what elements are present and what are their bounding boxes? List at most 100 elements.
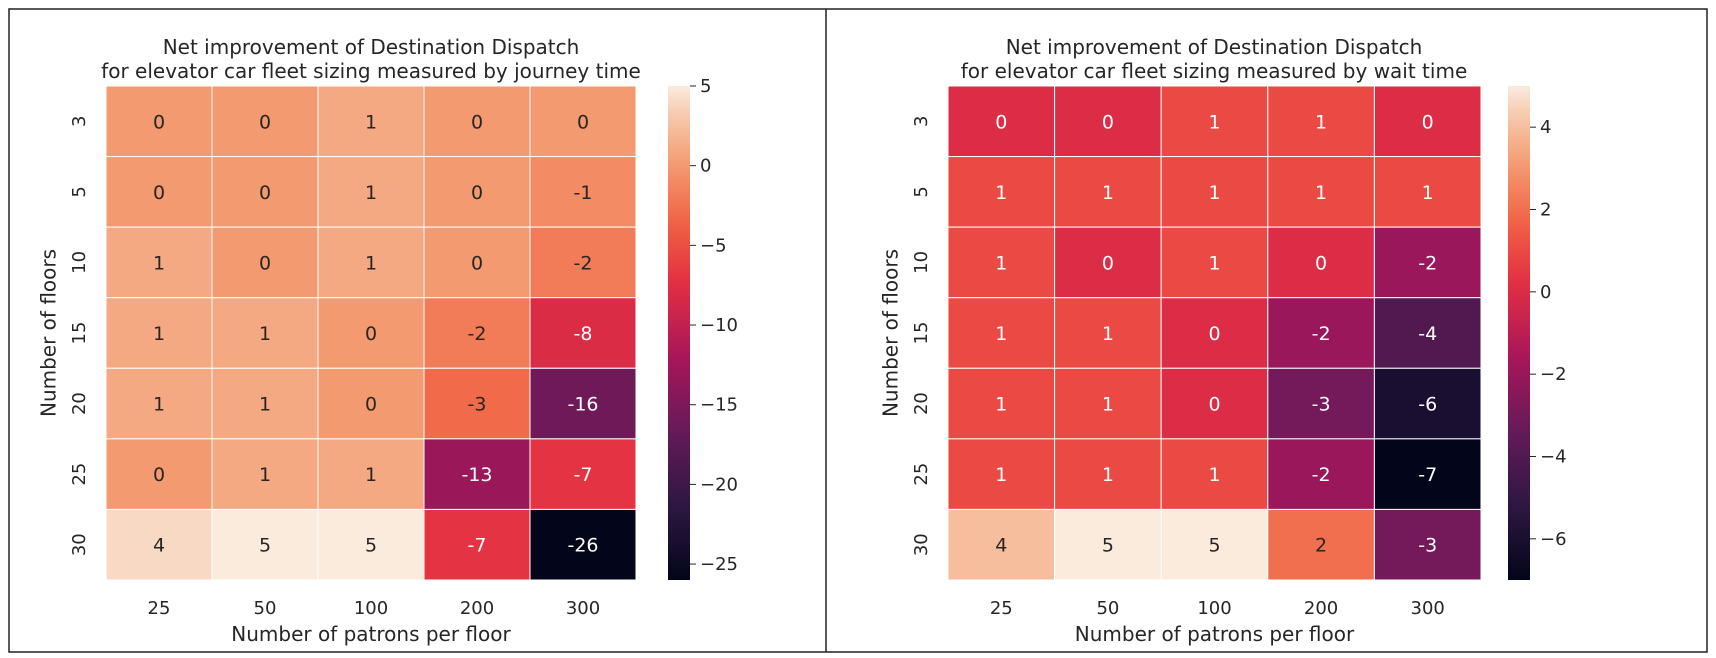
- cell-value-label: 0: [1208, 394, 1220, 416]
- x-tick-label: 200: [460, 598, 494, 619]
- y-tick-label: 5: [69, 186, 90, 197]
- cell-value-label: -2: [468, 323, 487, 345]
- y-tick-label: 25: [69, 463, 90, 486]
- heatmap-cell: [1054, 508, 1162, 581]
- cell-value-label: -7: [1418, 464, 1437, 486]
- cell-value-label: -13: [461, 464, 492, 486]
- cell-value-label: 1: [153, 394, 165, 416]
- heatmap-panel-wait-time: Net improvement of Destination Dispatchf…: [879, 35, 1567, 646]
- y-tick-label: 5: [911, 186, 932, 197]
- cell-value-label: -7: [574, 464, 593, 486]
- heatmap-cell: [423, 508, 531, 581]
- cell-value-label: 0: [365, 394, 377, 416]
- cell-value-label: 0: [259, 252, 271, 274]
- heatmap-cell: [211, 156, 319, 228]
- x-tick-label: 50: [1096, 598, 1119, 619]
- heatmap-cell: [1373, 508, 1482, 581]
- heatmap-cell: [1054, 156, 1162, 228]
- cell-value-label: 1: [1208, 182, 1220, 204]
- cell-value-label: -3: [1312, 394, 1331, 416]
- heatmap-cell: [423, 438, 531, 510]
- cell-value-label: 0: [1315, 252, 1327, 274]
- cell-value-label: -7: [468, 535, 487, 557]
- heatmap-cell: [1160, 367, 1269, 440]
- cell-value-label: 1: [1208, 252, 1220, 274]
- cell-value-label: 0: [1102, 252, 1114, 274]
- x-tick-label: 100: [354, 598, 388, 619]
- cell-value-label: 1: [1208, 464, 1220, 486]
- cell-value-label: 1: [995, 394, 1007, 416]
- colorbar-tick-label: 0: [700, 156, 711, 177]
- x-tick-label: 300: [1411, 598, 1445, 619]
- cell-value-label: -8: [574, 323, 593, 345]
- heatmap-cell: [1160, 438, 1269, 510]
- colorbar: [668, 86, 690, 580]
- x-axis-label: Number of patrons per floor: [1075, 622, 1355, 646]
- heatmap-cell: [947, 226, 1056, 299]
- cell-value-label: 1: [1315, 182, 1327, 204]
- heatmap-cell: [211, 508, 319, 581]
- heatmap-cell: [1160, 156, 1269, 228]
- heatmap-cell: [1054, 85, 1162, 158]
- cell-value-label: 1: [995, 182, 1007, 204]
- cell-value-label: 1: [153, 323, 165, 345]
- colorbar-tick-label: −2: [1540, 364, 1567, 385]
- heatmap-cell: [1267, 297, 1375, 369]
- heatmap-cell: [423, 367, 531, 440]
- cell-value-label: 0: [471, 252, 483, 274]
- heatmap-cell: [1267, 156, 1375, 228]
- y-tick-label: 15: [69, 322, 90, 345]
- x-tick-label: 25: [990, 598, 1013, 619]
- y-tick-label: 3: [911, 116, 932, 127]
- heatmap-cell: [317, 156, 425, 228]
- colorbar-tick-label: −4: [1540, 447, 1567, 468]
- y-tick-label: 3: [69, 116, 90, 127]
- cell-value-label: -26: [567, 535, 598, 557]
- heatmap-cell: [529, 85, 637, 158]
- cell-value-label: 0: [577, 111, 589, 133]
- colorbar-tick-label: −20: [700, 474, 738, 495]
- cell-value-label: 5: [365, 535, 377, 557]
- heatmap-cell: [423, 226, 531, 299]
- heatmap-cell: [105, 367, 213, 440]
- cell-value-label: 0: [1208, 323, 1220, 345]
- cell-value-label: 0: [153, 464, 165, 486]
- cell-value-label: 4: [995, 535, 1007, 557]
- heatmap-cell: [317, 297, 425, 369]
- heatmap-cell: [317, 438, 425, 510]
- y-tick-label: 30: [911, 533, 932, 556]
- cell-value-label: 1: [259, 394, 271, 416]
- heatmap-cell: [105, 508, 213, 581]
- cell-value-label: -3: [468, 394, 487, 416]
- y-axis-label: Number of floors: [37, 249, 61, 417]
- x-tick-label: 50: [254, 598, 277, 619]
- cell-value-label: 0: [471, 182, 483, 204]
- y-tick-label: 20: [69, 392, 90, 415]
- cell-value-label: 1: [995, 252, 1007, 274]
- colorbar-tick-label: 4: [1540, 117, 1551, 138]
- heatmap-cell: [947, 438, 1056, 510]
- heatmap-cell: [211, 367, 319, 440]
- heatmap-cell: [529, 438, 637, 510]
- heatmap-cell: [211, 226, 319, 299]
- heatmap-cell: [1373, 226, 1482, 299]
- heatmap-cell: [317, 508, 425, 581]
- chart-title-line: for elevator car fleet sizing measured b…: [961, 59, 1468, 83]
- cell-value-label: 1: [365, 252, 377, 274]
- cell-value-label: 0: [153, 182, 165, 204]
- colorbar-tick-label: −10: [700, 315, 738, 336]
- colorbar-tick-label: −5: [700, 235, 727, 256]
- cell-value-label: -2: [1418, 252, 1437, 274]
- cell-value-label: 1: [995, 464, 1007, 486]
- cell-value-label: 1: [259, 323, 271, 345]
- colorbar-tick-label: 2: [1540, 200, 1551, 221]
- cell-value-label: 1: [1102, 323, 1114, 345]
- chart-title-line: Net improvement of Destination Dispatch: [163, 35, 580, 59]
- cell-value-label: 0: [471, 111, 483, 133]
- cell-value-label: -1: [574, 182, 593, 204]
- colorbar-tick-label: −15: [700, 395, 738, 416]
- heatmap-cell: [105, 85, 213, 158]
- heatmap-cell: [947, 367, 1056, 440]
- colorbar: [1508, 86, 1530, 580]
